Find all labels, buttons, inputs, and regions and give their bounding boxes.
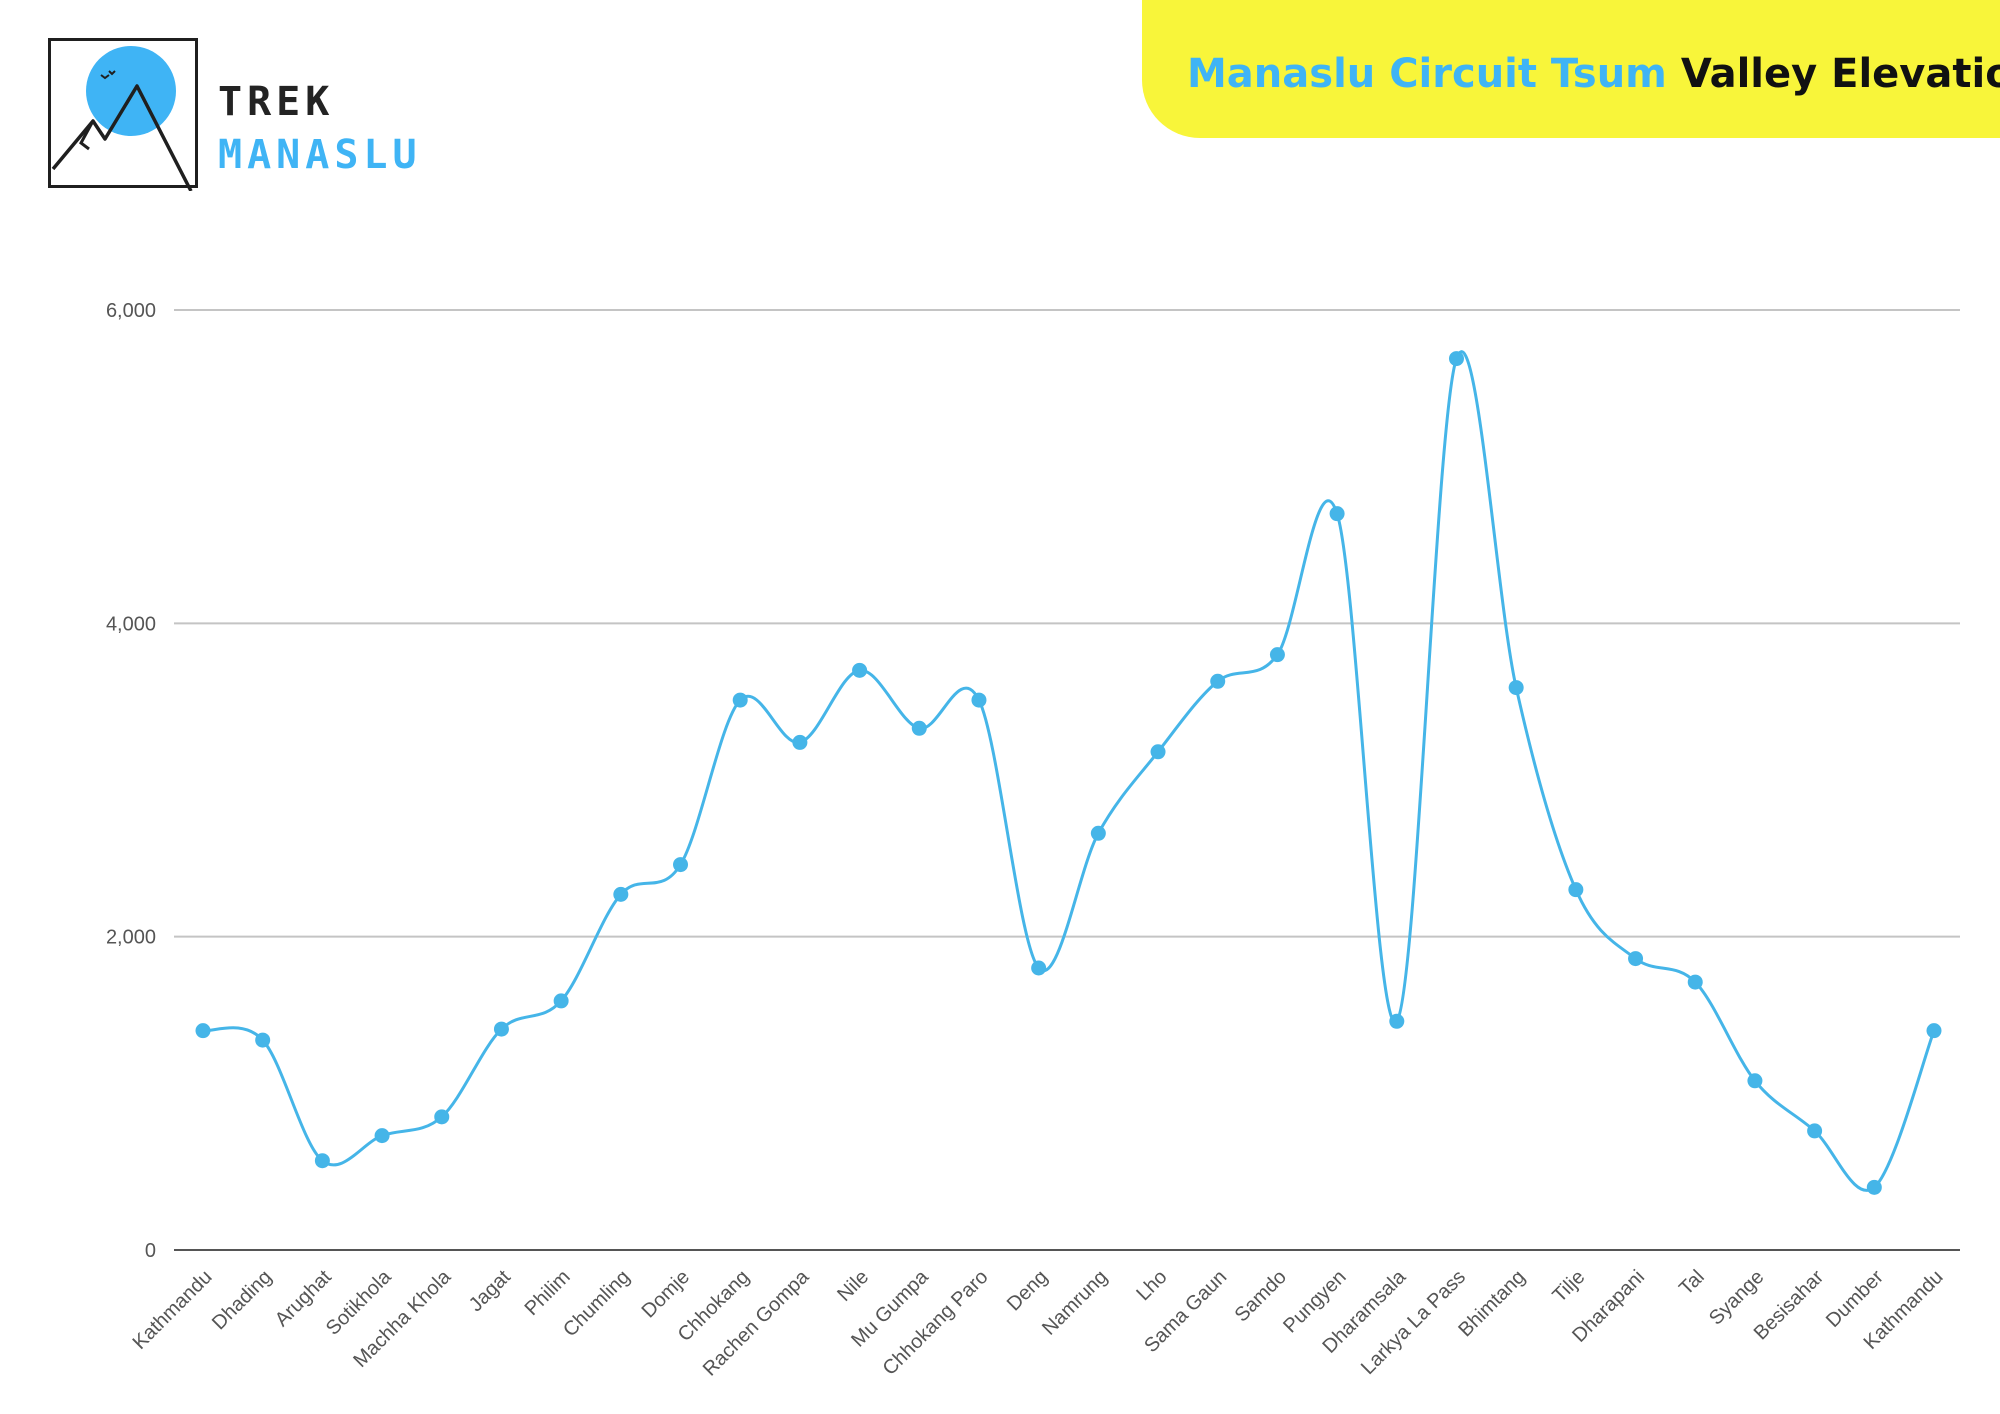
x-tick-label: Nile: [833, 1266, 873, 1306]
data-point: [195, 1023, 211, 1039]
data-point: [255, 1032, 271, 1048]
x-tick-label: Dhading: [208, 1266, 276, 1334]
gridlines: [174, 309, 1960, 1251]
y-axis-tick-labels: 0 2,000 4,000 6,000: [106, 300, 156, 1262]
data-point: [1687, 974, 1703, 990]
data-point: [1329, 506, 1345, 522]
x-tick-label: Deng: [1003, 1266, 1052, 1315]
x-tick-label: Jagat: [465, 1266, 515, 1316]
y-tick-label: 6,000: [106, 300, 156, 322]
data-point: [1448, 351, 1464, 367]
title-banner: Manaslu Circuit Tsum Valley Elevation: [1142, 0, 2000, 138]
series-line: [202, 350, 1936, 1192]
x-tick-label: Domje: [638, 1266, 694, 1322]
chart-title: Manaslu Circuit Tsum Valley Elevation: [1187, 50, 2000, 98]
data-point: [1150, 744, 1166, 760]
x-tick-label: Namrung: [1038, 1266, 1112, 1340]
data-point: [1389, 1013, 1405, 1029]
x-tick-label: Lho: [1132, 1266, 1171, 1305]
data-point: [1031, 960, 1047, 976]
data-point: [673, 857, 689, 873]
brand-logo: [48, 38, 198, 191]
series-line-group: [202, 350, 1936, 1192]
x-tick-label: Chhokang Paro: [879, 1266, 993, 1380]
x-tick-label: Larkya La Pass: [1357, 1266, 1470, 1379]
data-point: [911, 720, 927, 736]
data-point: [1508, 680, 1524, 696]
data-point: [1269, 647, 1285, 663]
data-point: [1807, 1123, 1823, 1139]
chart-title-part1: Manaslu Circuit Tsum: [1187, 51, 1667, 97]
data-point: [1568, 882, 1584, 898]
data-point: [792, 734, 808, 750]
data-point: [1747, 1073, 1763, 1089]
data-points: [195, 351, 1942, 1195]
data-point: [374, 1128, 390, 1144]
data-point: [613, 886, 629, 902]
data-point: [314, 1153, 330, 1169]
brand-name-line1: TREK: [218, 79, 335, 125]
x-tick-label: Rachen Gompa: [699, 1265, 814, 1380]
data-point: [553, 993, 569, 1009]
x-tick-label: Samdo: [1231, 1266, 1291, 1326]
x-tick-label: Kathmandu: [129, 1266, 217, 1354]
mountain-sun-icon: [51, 46, 193, 191]
data-point: [1926, 1023, 1942, 1039]
y-tick-label: 2,000: [106, 927, 156, 949]
brand-name-line2: MANASLU: [218, 132, 422, 178]
data-point: [732, 692, 748, 708]
chart-title-part2: Valley Elevation: [1680, 51, 2000, 97]
y-tick-label: 0: [145, 1240, 156, 1262]
data-point: [852, 662, 868, 678]
data-point: [493, 1021, 509, 1037]
data-point: [434, 1109, 450, 1125]
x-tick-label: Tal: [1675, 1266, 1709, 1300]
data-point: [1090, 825, 1106, 841]
data-point: [1628, 951, 1644, 967]
data-point: [971, 692, 987, 708]
data-point: [1210, 673, 1226, 689]
x-tick-label: Tilje: [1548, 1266, 1589, 1307]
x-tick-label: Philim: [521, 1266, 575, 1320]
y-tick-label: 4,000: [106, 613, 156, 635]
data-point: [1866, 1179, 1882, 1195]
